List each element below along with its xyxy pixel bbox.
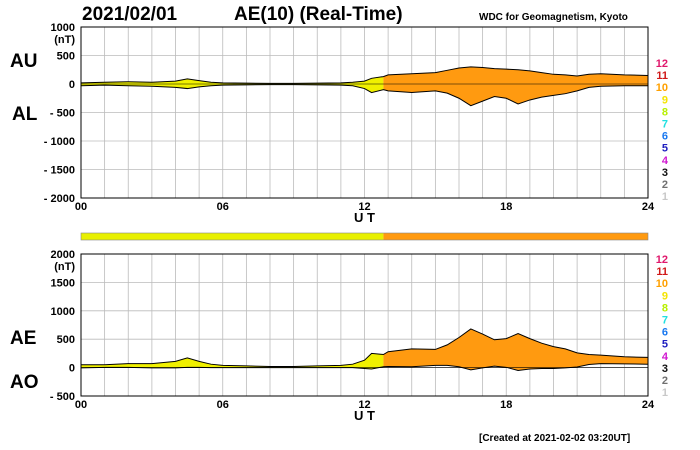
legend-upper-item: 11	[656, 70, 668, 82]
legend-lower-item: 9	[662, 290, 668, 302]
legend-upper-item: 4	[662, 155, 669, 167]
ao-label: AO	[10, 372, 39, 393]
legend-upper-item: 9	[662, 94, 668, 106]
legend-upper-item: 3	[662, 167, 668, 179]
lower-ytick-label: 2000	[51, 249, 75, 261]
upper-xaxis-label: U T	[354, 210, 375, 225]
activity-segment	[383, 233, 648, 240]
au-label: AU	[10, 51, 38, 72]
upper-border	[80, 26, 649, 199]
legend-lower-item: 11	[656, 266, 668, 278]
lower-ytick-label: 500	[57, 334, 75, 346]
legend-upper-item: 1	[662, 191, 668, 203]
upper-xtick-label: 00	[75, 201, 87, 213]
legend-lower-item: 2	[662, 375, 668, 387]
lower-ytick-label: 1000	[51, 306, 75, 318]
legend-upper-item: 10	[656, 82, 668, 94]
legend-upper-item: 7	[662, 119, 668, 131]
legend-lower-item: 10	[656, 278, 668, 290]
lower-xtick-label: 12	[358, 399, 370, 411]
upper-ytick-label: - 2000	[44, 193, 75, 205]
activity-bar-border	[80, 232, 649, 241]
lower-xtick-label: 24	[642, 399, 655, 411]
lower-ytick-label: 1500	[51, 277, 75, 289]
lower-xaxis-label: U T	[354, 408, 375, 423]
legend-lower-item: 8	[662, 302, 668, 314]
upper-xtick-label: 12	[358, 201, 370, 213]
chart-title: AE(10) (Real-Time)	[234, 4, 403, 25]
al-label: AL	[12, 104, 38, 125]
upper-ytick-label: - 500	[50, 108, 75, 120]
lower-ae-line	[81, 328, 649, 367]
legend-upper-item: 12	[656, 58, 668, 70]
upper-active-band	[383, 66, 648, 106]
lower-xtick-label: 00	[75, 399, 87, 411]
upper-ytick-label: 1000	[51, 22, 75, 34]
legend-lower-item: 3	[662, 363, 668, 375]
lower-xtick-label: 06	[217, 399, 229, 411]
upper-al-line	[80, 84, 648, 107]
legend-upper-item: 5	[662, 143, 668, 155]
upper-xtick-label: 18	[500, 201, 512, 213]
upper-ytick-label: 0	[69, 79, 75, 91]
chart-date: 2021/02/01	[82, 4, 178, 25]
lower-ytick-label: - 500	[50, 391, 75, 403]
legend-lower-item: 12	[656, 254, 668, 266]
lower-ytick-label: 0	[69, 363, 75, 375]
legend-upper-item: 8	[662, 106, 668, 118]
upper-au-line	[80, 66, 649, 84]
legend-upper-item: 6	[662, 131, 668, 143]
legend-lower-item: 4	[662, 351, 669, 363]
upper-xtick-label: 06	[217, 201, 229, 213]
lower-border	[80, 253, 649, 397]
data-source: WDC for Geomagnetism, Kyoto	[479, 12, 628, 23]
activity-segment	[81, 233, 384, 240]
activity-level-bar	[80, 232, 649, 241]
lower-xtick-label: 18	[500, 399, 512, 411]
upper-unit-label: (nT)	[54, 34, 75, 46]
lower-active-band	[383, 328, 648, 371]
upper-ytick-label: 500	[57, 51, 75, 63]
upper-xtick-label: 24	[642, 201, 655, 213]
upper-ytick-label: - 1500	[44, 165, 75, 177]
legend-lower-item: 6	[662, 327, 668, 339]
ae-label: AE	[10, 328, 37, 349]
lower-quiet-band	[81, 353, 384, 370]
ae-ao-panel: 2000 1500 1000 500 0 - 500 (nT) 00 06 12 18 24 U T	[50, 249, 655, 423]
upper-ytick-label: - 1000	[44, 136, 75, 148]
lower-unit-label: (nT)	[54, 261, 75, 273]
legend-lower-item: 5	[662, 339, 668, 351]
legend-lower-item: 1	[662, 387, 668, 399]
au-al-panel: 1000 500 0 - 500 - 1000 - 1500 - 2000 (nT) 00 06 1…	[44, 22, 655, 225]
created-timestamp: [Created at 2021-02-02 03:20UT]	[479, 433, 631, 444]
legend-lower-item: 7	[662, 315, 668, 327]
legend-upper-item: 2	[662, 179, 668, 191]
